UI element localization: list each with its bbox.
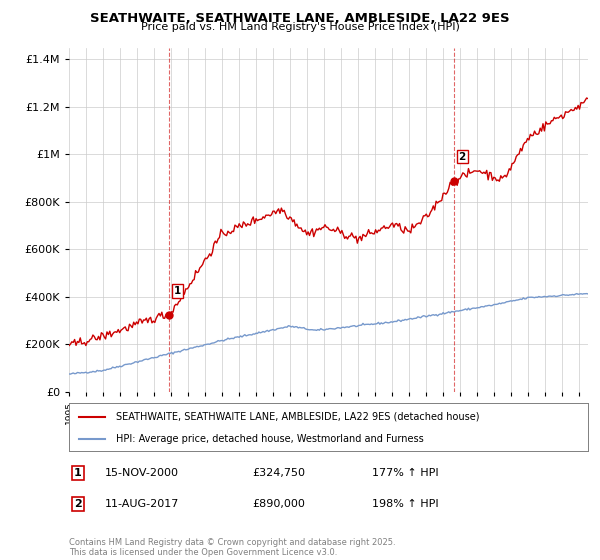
Text: 11-AUG-2017: 11-AUG-2017 — [105, 499, 179, 509]
Text: 15-NOV-2000: 15-NOV-2000 — [105, 468, 179, 478]
Text: 2: 2 — [74, 499, 82, 509]
Text: £324,750: £324,750 — [252, 468, 305, 478]
Text: 1: 1 — [174, 286, 181, 296]
Text: Contains HM Land Registry data © Crown copyright and database right 2025.
This d: Contains HM Land Registry data © Crown c… — [69, 538, 395, 557]
Text: 2: 2 — [458, 152, 466, 162]
Text: HPI: Average price, detached house, Westmorland and Furness: HPI: Average price, detached house, West… — [116, 434, 424, 444]
Text: 177% ↑ HPI: 177% ↑ HPI — [372, 468, 439, 478]
Text: 1: 1 — [74, 468, 82, 478]
Text: SEATHWAITE, SEATHWAITE LANE, AMBLESIDE, LA22 9ES (detached house): SEATHWAITE, SEATHWAITE LANE, AMBLESIDE, … — [116, 412, 479, 422]
Text: Price paid vs. HM Land Registry's House Price Index (HPI): Price paid vs. HM Land Registry's House … — [140, 22, 460, 32]
Text: £890,000: £890,000 — [252, 499, 305, 509]
Text: SEATHWAITE, SEATHWAITE LANE, AMBLESIDE, LA22 9ES: SEATHWAITE, SEATHWAITE LANE, AMBLESIDE, … — [90, 12, 510, 25]
Text: 198% ↑ HPI: 198% ↑ HPI — [372, 499, 439, 509]
